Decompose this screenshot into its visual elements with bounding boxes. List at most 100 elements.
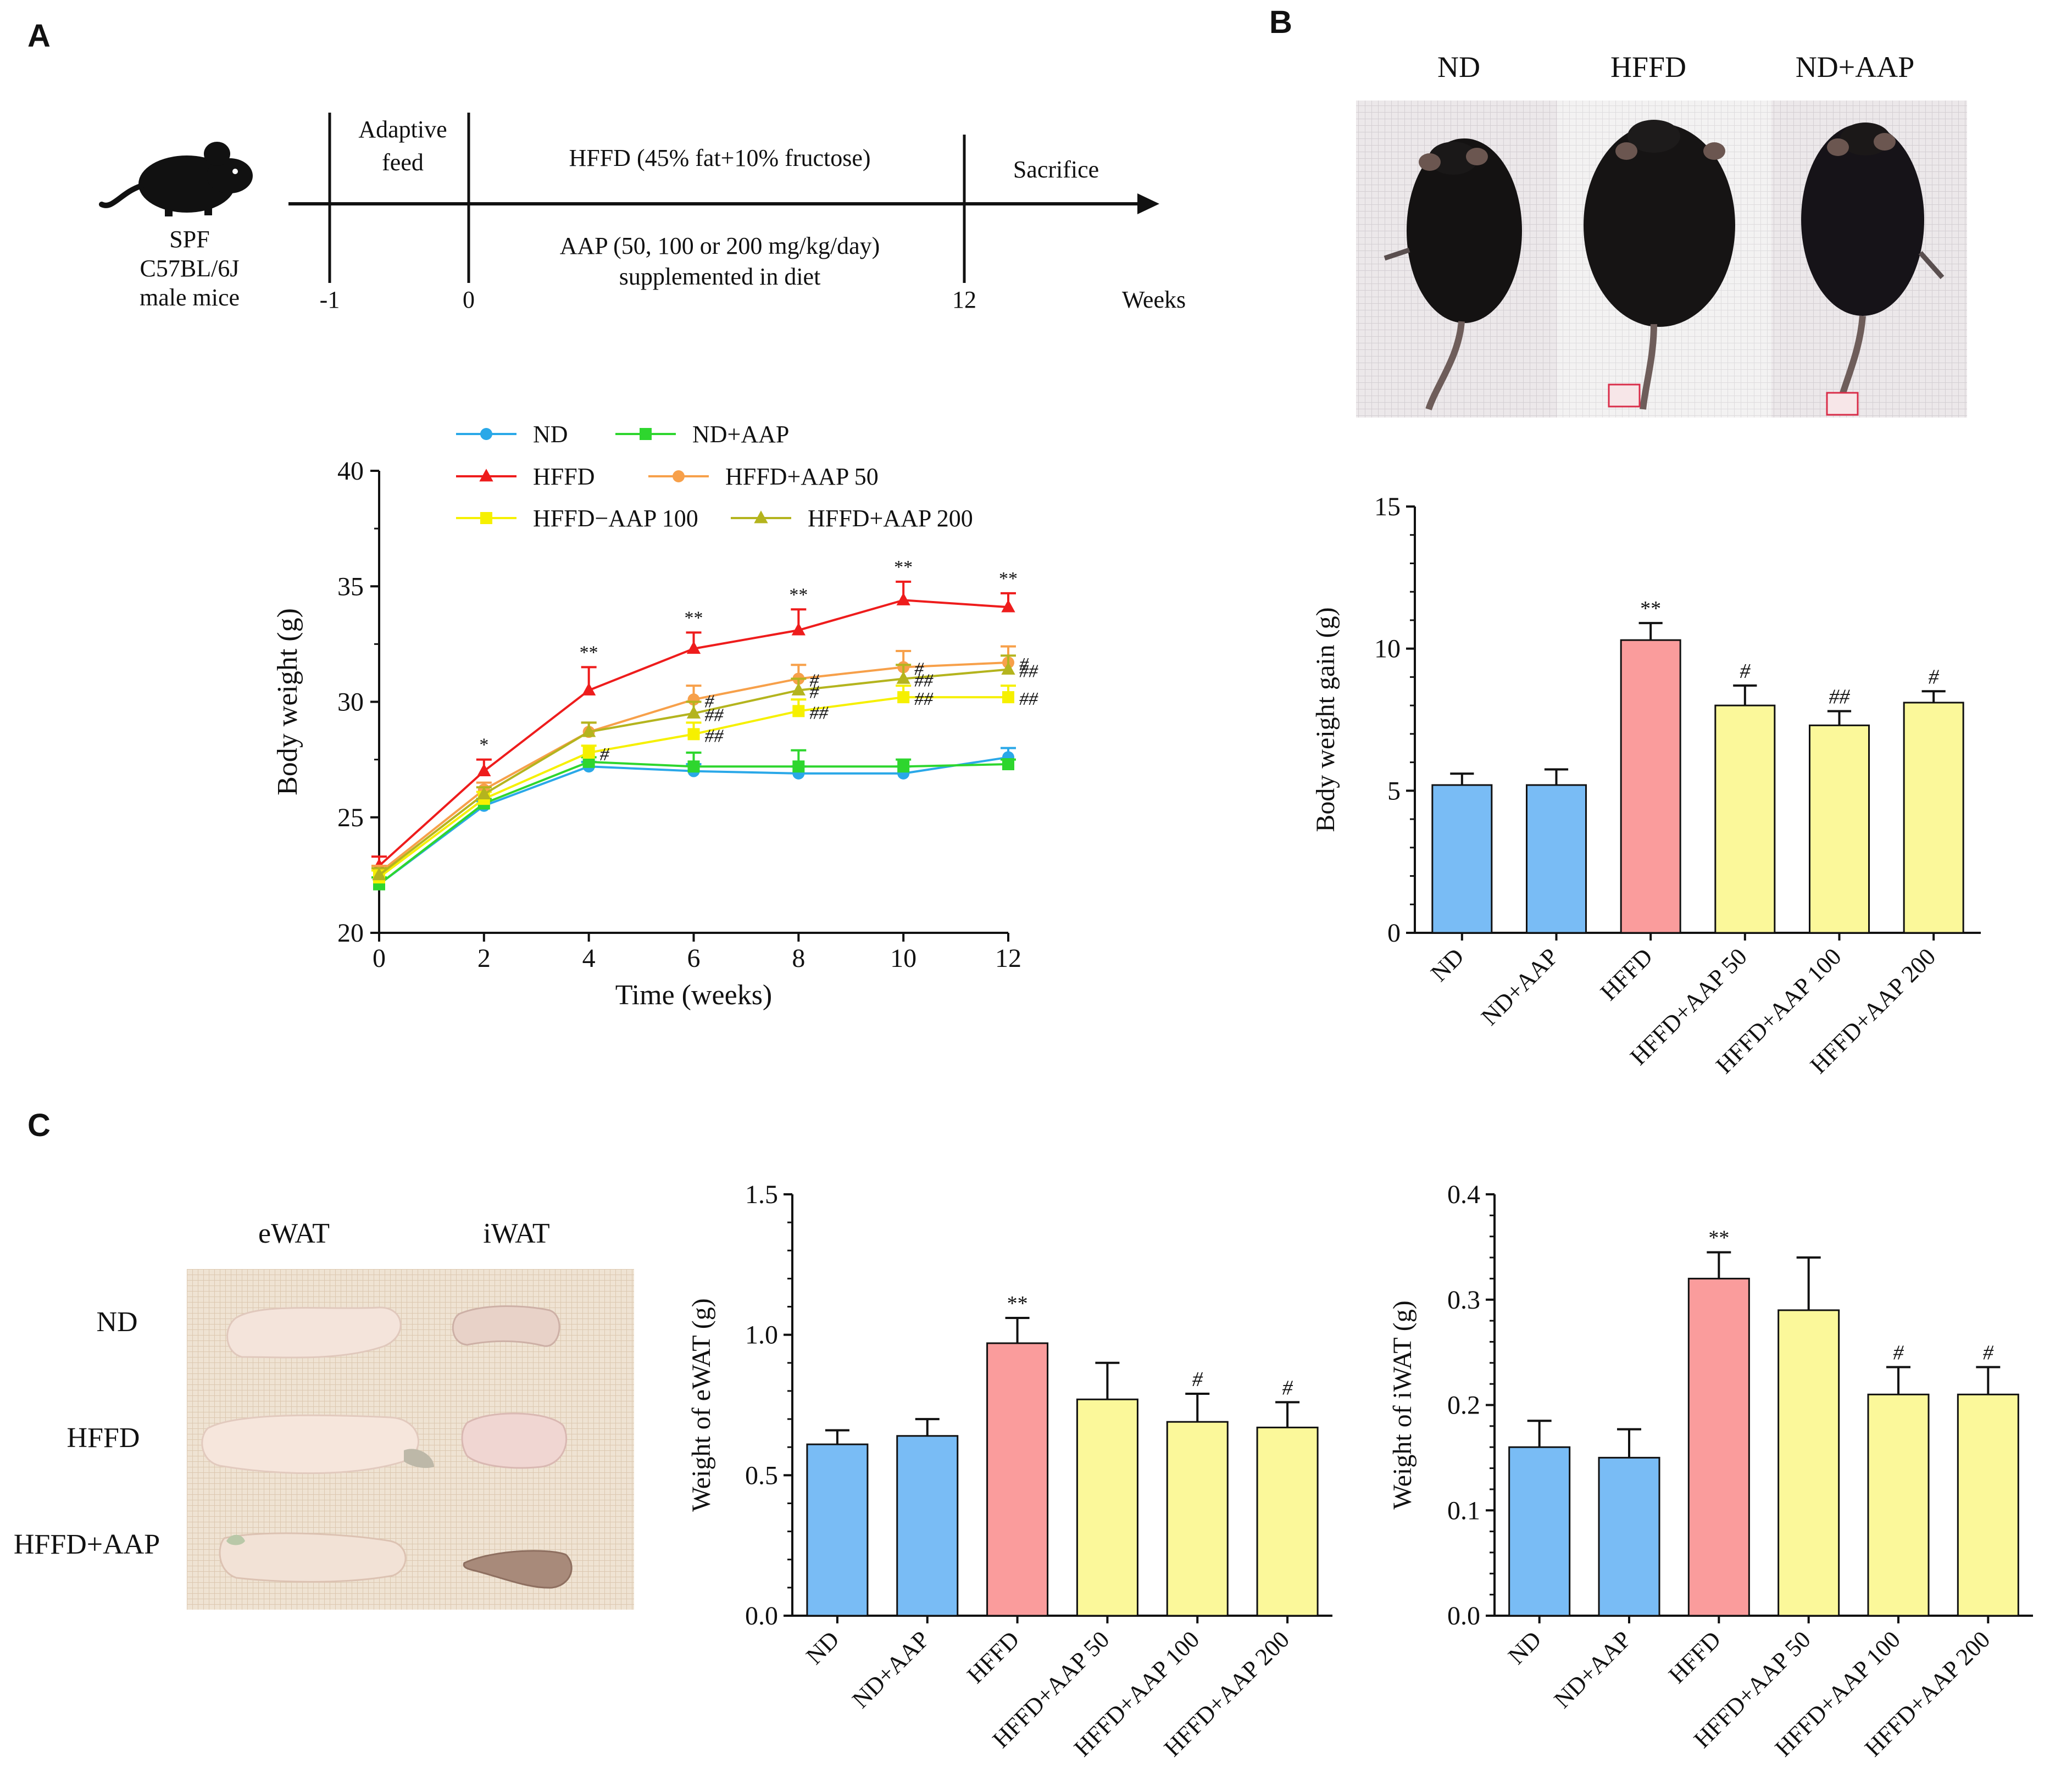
significance-mark: ** (789, 585, 808, 605)
bar (1867, 1393, 1930, 1617)
adipose-tissue-photo: eWAT iWAT ND HFFD HFFD+AAP (14, 1218, 634, 1610)
y-axis-label: Weight of iWAT (g) (1388, 1300, 1417, 1510)
data-point (1002, 691, 1014, 704)
mouse-label-line1: SPF (169, 226, 209, 253)
significance-mark: # (1740, 660, 1751, 683)
body-weight-gain-bar-chart: 0 5 10 15 Body weight gain (g) ND ND+AAP ** HFFD… (1311, 492, 1981, 1079)
sacrifice-label: Sacrifice (1013, 156, 1099, 183)
legend-marker (479, 469, 493, 482)
legend-marker (640, 428, 652, 440)
timeline-tick-0: 0 (463, 286, 475, 313)
bar (1598, 1456, 1660, 1617)
significance-mark: # (1983, 1341, 1994, 1364)
tissue-hffdaap-ewat (219, 1532, 407, 1583)
x-tick-label: 8 (792, 944, 805, 973)
aap-label-line1: AAP (50, 100 or 200 mg/kg/day) (560, 232, 880, 259)
body-weight-line-chart: 20 25 30 35 40 0 2 4 6 8 10 12 Time (weeks) Body weig… (272, 421, 1038, 1011)
data-point (686, 641, 701, 654)
bar (1431, 784, 1493, 934)
significance-mark: # (705, 691, 715, 711)
bar (1809, 724, 1870, 934)
data-point (896, 671, 910, 684)
panel-letter-a: A (27, 18, 51, 54)
y-tick-label: 0.5 (745, 1461, 778, 1490)
data-point (582, 724, 596, 737)
data-point (582, 747, 595, 759)
bar (986, 1342, 1049, 1617)
data-point (792, 760, 805, 773)
data-point (582, 682, 596, 696)
x-tick-label: 0 (373, 944, 386, 973)
data-point (896, 592, 910, 605)
legend-label: HFFD+AAP 200 (808, 505, 973, 532)
x-axis-label: Time (weeks) (615, 980, 773, 1011)
data-point (897, 760, 910, 773)
data-point (897, 691, 910, 704)
category-label: ND+AAP (847, 1626, 934, 1713)
legend-label: HFFD+AAP 50 (725, 463, 879, 490)
y-tick-label: 5 (1387, 776, 1401, 805)
bar (1620, 639, 1681, 934)
y-tick-label: 40 (337, 457, 364, 486)
legend-label: HFFD (533, 463, 595, 490)
significance-mark: ** (580, 642, 598, 663)
timeline: SPF C57BL/6J male mice Adaptive feed HFF… (99, 113, 1186, 313)
data-point (791, 622, 806, 636)
bar (1166, 1421, 1229, 1617)
significance-mark: # (600, 744, 610, 765)
photo-label-ndaap: ND+AAP (1796, 51, 1914, 84)
y-tick-label: 0.4 (1447, 1180, 1480, 1209)
mouse-photo-nd (1384, 138, 1522, 410)
significance-mark: ## (1019, 661, 1038, 682)
significance-mark: # (914, 659, 924, 679)
y-axis-label: Weight of eWAT (g) (687, 1298, 716, 1511)
mouse-photo-hffd (1584, 120, 1735, 410)
mouse-label-line2: C57BL/6J (140, 255, 240, 282)
bar (1714, 704, 1776, 934)
y-tick-label: 35 (337, 572, 364, 601)
significance-mark: # (1019, 654, 1029, 675)
data-point (1002, 758, 1014, 771)
data-point (791, 682, 806, 696)
bar (1256, 1426, 1319, 1617)
significance-mark: ** (685, 608, 703, 628)
significance-mark: ## (705, 705, 724, 726)
x-tick-label: 2 (477, 944, 491, 973)
y-tick-label: 1.5 (745, 1180, 778, 1209)
iwat-weight-bar-chart: 0.0 0.1 0.2 0.3 0.4 Weight of iWAT (g) ND ND+AA… (1388, 1180, 2033, 1762)
significance-mark: ## (809, 703, 829, 723)
tissue-row-label-nd: ND (96, 1306, 137, 1338)
data-point (477, 786, 491, 800)
timeline-arrowhead (1137, 193, 1159, 214)
significance-mark: # (1282, 1376, 1293, 1399)
tissue-nd-iwat (452, 1305, 560, 1347)
significance-mark: ## (914, 670, 934, 691)
significance-mark: ## (1019, 689, 1038, 709)
aap-label-line2: supplemented in diet (619, 263, 821, 290)
panel-letter-b: B (1269, 4, 1292, 40)
y-tick-label: 30 (337, 688, 364, 717)
legend-marker (673, 470, 685, 482)
bar (1687, 1277, 1750, 1617)
data-point (686, 705, 701, 719)
significance-mark: ** (999, 569, 1018, 589)
significance-mark: ** (894, 557, 913, 577)
significance-mark: # (1192, 1368, 1203, 1391)
tissue-row-label-hffdaap: HFFD+AAP (14, 1529, 160, 1560)
x-tick-label: 12 (995, 944, 1021, 973)
category-label: ND (1503, 1626, 1547, 1670)
legend-label: ND+AAP (692, 421, 789, 448)
bar (1508, 1446, 1571, 1617)
y-tick-label: 1.0 (745, 1321, 778, 1350)
category-label: HFFD (1595, 943, 1658, 1005)
bar (1076, 1398, 1138, 1617)
x-tick-label: 10 (890, 944, 916, 973)
significance-mark: ## (705, 726, 724, 746)
y-tick-label: 0 (1387, 919, 1401, 948)
tissue-row-label-hffd: HFFD (67, 1422, 140, 1454)
photo-label-hffd: HFFD (1610, 51, 1686, 84)
y-tick-label: 0.0 (745, 1601, 778, 1631)
tissue-col-label-ewat: eWAT (258, 1218, 330, 1249)
x-tick-label: 6 (687, 944, 701, 973)
x-tick-label: 4 (582, 944, 596, 973)
